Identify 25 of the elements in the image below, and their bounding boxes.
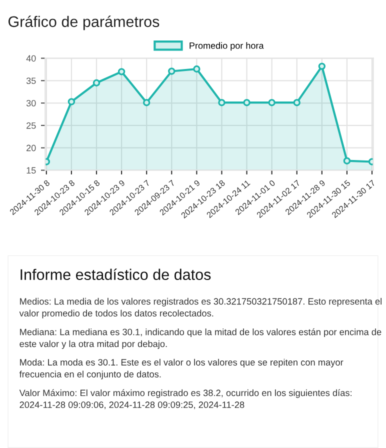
y-tick-label: 20 bbox=[26, 144, 36, 152]
legend-label: Promedio por hora bbox=[190, 42, 264, 51]
point bbox=[168, 68, 176, 75]
text: Medios: La media de los valores registrados es 30.321750321750187. Esto representa el valor promedio de todos los datos recolectados. bbox=[19, 298, 382, 318]
y-tick-label: 40 bbox=[26, 55, 36, 62]
text: Valor Máximo: El valor máximo registrado es 38.2, ocurrido en los siguientes días: 2024-11-28 09:09:06, 2024-11-28 09:09:25, 2024-11-28 bbox=[19, 389, 352, 410]
y-tick-label: 35 bbox=[26, 78, 36, 84]
point bbox=[218, 98, 226, 106]
point bbox=[318, 62, 326, 70]
y-tick-label: 30 bbox=[26, 100, 36, 106]
y-tick-label: 25 bbox=[26, 122, 36, 129]
point bbox=[268, 98, 276, 106]
text: Moda: La moda es 30.1. Este es el valor o los valores que se repiten con mayor frecuencia en el conjunto de datos. bbox=[19, 358, 344, 380]
point bbox=[243, 98, 250, 106]
point bbox=[142, 98, 150, 106]
text: Informe estadístico de datos bbox=[20, 268, 211, 280]
point bbox=[293, 98, 300, 106]
y-tick-label: 15 bbox=[26, 167, 36, 174]
text: Mediana: La mediana es 30.1, indicando que la mitad de los valores están por encima de este valor y la otra mitad por debajo. bbox=[20, 328, 382, 349]
chart-title: Gráfico de parámetros bbox=[8, 16, 160, 30]
point bbox=[193, 65, 200, 73]
point bbox=[92, 79, 100, 86]
point bbox=[118, 68, 126, 76]
point bbox=[343, 157, 351, 164]
point bbox=[68, 98, 76, 106]
